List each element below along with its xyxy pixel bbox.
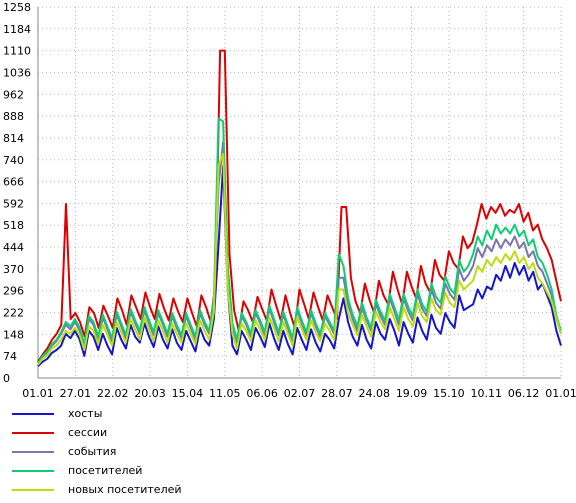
x-tick-label: 10.11 — [471, 387, 503, 400]
x-tick-label: 22.02 — [97, 387, 129, 400]
x-tick-label: 19.09 — [396, 387, 428, 400]
x-tick-label: 24.08 — [358, 387, 390, 400]
legend-label: новых посетителей — [68, 483, 182, 496]
legend-label: посетителей — [68, 464, 143, 477]
y-tick-label: 1110 — [3, 45, 31, 58]
x-tick-label: 28.07 — [321, 387, 353, 400]
legend-swatch — [12, 431, 54, 434]
y-tick-label: 888 — [3, 110, 24, 123]
legend-swatch — [12, 469, 54, 472]
y-tick-label: 222 — [3, 307, 24, 320]
legend-label: события — [68, 445, 117, 458]
x-tick-label: 01.01 — [22, 387, 54, 400]
y-tick-label: 740 — [3, 154, 24, 167]
y-tick-label: 962 — [3, 88, 24, 101]
x-tick-label: 01.01 — [545, 387, 576, 400]
y-tick-label: 0 — [3, 372, 10, 385]
y-tick-label: 74 — [3, 350, 17, 363]
legend-swatch — [12, 450, 54, 453]
legend-item: посетителей — [12, 461, 182, 480]
x-tick-label: 15.10 — [433, 387, 465, 400]
x-tick-label: 11.05 — [209, 387, 241, 400]
y-tick-label: 370 — [3, 263, 24, 276]
series-line-3 — [37, 117, 562, 364]
y-tick-label: 148 — [3, 328, 24, 341]
line-chart: 0 74 148 222 296 370 444 518 592 666 740 814 888 962 1… — [3, 1, 576, 400]
series-line-1 — [37, 49, 562, 363]
legend-item: сессии — [12, 423, 182, 442]
y-tick-label: 666 — [3, 176, 24, 189]
y-tick-label: 1184 — [3, 23, 31, 36]
legend-item: хосты — [12, 404, 182, 423]
x-tick-label: 06.06 — [246, 387, 278, 400]
legend-label: сессии — [68, 426, 108, 439]
x-tick-label: 27.01 — [60, 387, 92, 400]
legend-label: хосты — [68, 407, 103, 420]
x-tick-label: 20.03 — [134, 387, 166, 400]
series-line-4 — [37, 152, 562, 366]
legend-swatch — [12, 488, 54, 491]
series-line-0 — [37, 164, 562, 367]
y-tick-label: 444 — [3, 241, 24, 254]
y-tick-label: 296 — [3, 285, 24, 298]
x-tick-label: 06.12 — [508, 387, 540, 400]
y-tick-label: 1036 — [3, 66, 31, 79]
x-tick-label: 15.04 — [172, 387, 204, 400]
y-tick-label: 518 — [3, 219, 24, 232]
y-tick-label: 592 — [3, 197, 24, 210]
legend-item: новых посетителей — [12, 480, 182, 499]
chart-legend: хосты сессии события посетителей новых посет… — [12, 404, 182, 499]
legend-item: события — [12, 442, 182, 461]
y-tick-label: 1258 — [3, 1, 31, 14]
y-tick-label: 814 — [3, 132, 24, 145]
x-tick-label: 02.07 — [284, 387, 316, 400]
legend-swatch — [12, 412, 54, 415]
